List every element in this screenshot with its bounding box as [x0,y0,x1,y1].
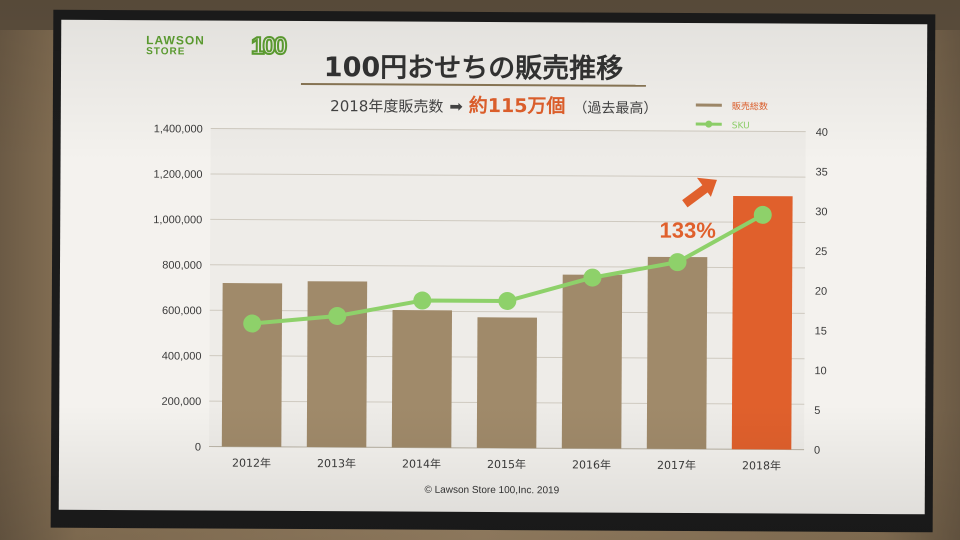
sku-point [498,292,517,311]
y2-tick-label: 20 [815,286,827,298]
x-tick-label: 2015年 [487,457,526,471]
y-tick-label: 1,200,000 [154,169,203,181]
sku-point [243,314,262,333]
y2-tick-label: 10 [814,365,826,377]
y-tick-label: 400,000 [162,350,202,362]
x-tick-label: 2012年 [232,456,271,470]
y2-tick-label: 25 [815,246,827,258]
gridline [210,218,806,223]
x-tick-label: 2018年 [742,458,781,472]
y2-tick-label: 35 [815,166,827,178]
gridline [210,128,806,133]
y-tick-label: 1,000,000 [153,214,202,226]
growth-annotation: 133% [659,218,715,243]
growth-arrow-shaft [682,182,712,208]
gridline [210,173,806,178]
sku-point [583,268,602,287]
bar [306,281,368,448]
y2-tick-label: 15 [815,325,827,337]
y-tick-label: 200,000 [161,396,201,408]
bar [731,195,793,450]
y-tick-label: 0 [195,441,201,453]
x-tick-label: 2016年 [572,457,611,471]
bar [221,283,283,447]
y-tick-label: 600,000 [162,305,202,317]
presentation-slide: LAWSON STORE 100 100円おせちの販売推移 2018年度販売数 ➡… [58,19,928,515]
sku-point [668,253,687,272]
y-tick-label: 800,000 [162,260,202,272]
combo-chart: 1,400,000 1,200,000 1,000,000 800,000 600,00… [153,100,828,472]
x-tick-label: 2013年 [317,456,356,470]
y2-tick-label: 5 [814,405,820,417]
y-tick-label: 1,400,000 [154,123,203,135]
bar [476,317,537,449]
legend-swatch-marker [705,120,713,128]
legend-label: SKU [732,121,750,131]
x-tick-label: 2014年 [402,457,441,471]
sku-point [753,205,772,224]
y2-tick-label: 0 [814,445,820,457]
y2-tick-label: 40 [816,127,828,139]
bar [646,256,708,450]
sku-point [413,291,432,310]
sku-point [328,307,347,326]
legend-label: 販売総数 [732,100,768,112]
x-tick-label: 2017年 [657,458,696,472]
bar [391,310,453,448]
bar [561,274,623,449]
y2-tick-label: 30 [815,206,827,218]
growth-arrow-icon [696,177,717,197]
